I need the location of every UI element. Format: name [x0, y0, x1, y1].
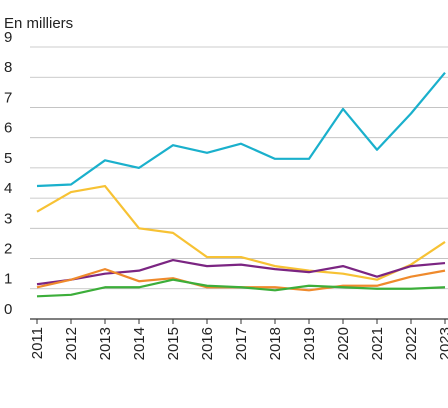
x-tick-label: 2011 — [29, 327, 46, 359]
y-tick-label: 8 — [4, 59, 12, 76]
x-tick-label: 2019 — [301, 327, 318, 360]
y-tick-label: 5 — [4, 150, 12, 167]
y-tick-label: 3 — [4, 210, 12, 227]
x-tick-label: 2012 — [63, 327, 80, 360]
series-line — [36, 71, 446, 188]
x-tick-label: 2022 — [403, 327, 420, 360]
series-line — [36, 258, 446, 286]
y-tick-label: 0 — [4, 301, 12, 318]
y-tick-label: 2 — [4, 241, 12, 258]
x-tick-label: 2018 — [267, 327, 284, 360]
y-tick-label: 6 — [4, 120, 12, 137]
x-tick-label: 2023 — [437, 327, 448, 360]
x-tick-label: 2013 — [97, 327, 114, 360]
x-tick-label: 2016 — [199, 327, 216, 360]
y-axis-label: En milliers — [4, 15, 73, 32]
series-line — [36, 184, 446, 281]
x-tick-label: 2021 — [369, 327, 386, 360]
y-tick-label: 9 — [4, 29, 12, 46]
x-tick-label: 2015 — [165, 327, 182, 360]
series-line — [36, 278, 446, 298]
y-tick-label: 1 — [4, 271, 12, 288]
x-tick-label: 2014 — [131, 327, 148, 360]
x-tick-label: 2020 — [335, 327, 352, 360]
x-tick-label: 2017 — [233, 327, 250, 360]
y-tick-label: 4 — [4, 180, 12, 197]
y-tick-label: 7 — [4, 89, 12, 106]
